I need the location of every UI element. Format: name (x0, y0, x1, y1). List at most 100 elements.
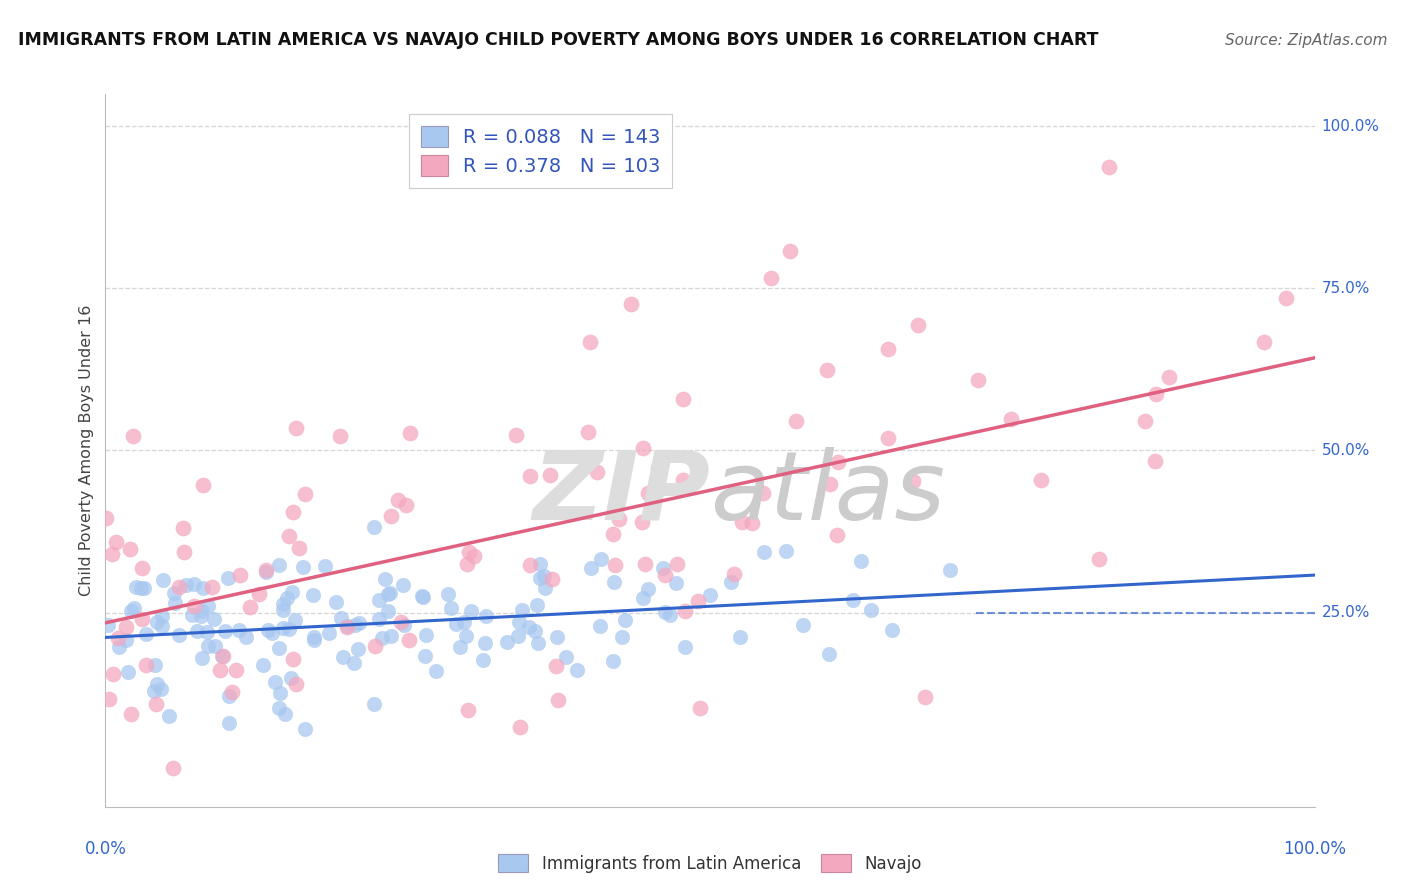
Point (637, 486, 659, 500)
Point (589, 618, 612, 632)
Point (415, 628, 437, 642)
Point (142, 684, 165, 698)
Point (377, 587, 399, 601)
Point (389, 615, 412, 630)
Point (267, 701, 290, 715)
Point (190, 604, 212, 618)
Point (117, 665, 139, 680)
Point (267, 640, 290, 655)
Point (394, 498, 416, 512)
Point (602, 654, 624, 668)
Point (281, 585, 304, 599)
Point (211, 648, 233, 663)
Point (967, 373, 990, 387)
Point (190, 609, 212, 624)
Point (149, 682, 172, 697)
Point (125, 580, 148, 594)
Point (510, 603, 533, 617)
Point (374, 573, 396, 587)
Point (547, 692, 569, 706)
Point (211, 649, 233, 664)
Point (239, 600, 262, 615)
Point (163, 596, 186, 610)
Point (654, 605, 676, 619)
Point (329, 429, 352, 443)
Point (122, 429, 145, 443)
Point (162, 761, 184, 775)
Point (859, 603, 882, 617)
Point (1133, 414, 1156, 428)
Point (602, 526, 624, 541)
Point (252, 657, 274, 672)
Point (120, 604, 142, 618)
Point (620, 297, 643, 311)
Point (387, 492, 409, 507)
Point (1144, 387, 1167, 401)
Point (689, 701, 711, 715)
Point (842, 593, 865, 607)
Point (398, 632, 420, 647)
Point (218, 716, 240, 731)
Point (637, 582, 659, 596)
Point (820, 477, 842, 491)
Point (97, 617, 120, 632)
Point (150, 619, 173, 633)
Point (172, 521, 194, 535)
Point (437, 587, 460, 601)
Point (274, 706, 297, 721)
Point (775, 543, 797, 558)
Point (152, 573, 174, 587)
Point (347, 616, 370, 631)
Point (541, 572, 564, 586)
Point (336, 619, 359, 633)
Point (271, 603, 294, 617)
Point (759, 271, 782, 285)
Point (294, 722, 316, 736)
Point (463, 549, 485, 564)
Text: Source: ZipAtlas.com: Source: ZipAtlas.com (1225, 33, 1388, 47)
Point (221, 685, 243, 699)
Point (254, 563, 277, 577)
Point (254, 565, 277, 579)
Point (371, 631, 394, 645)
Point (474, 636, 496, 650)
Point (278, 622, 301, 636)
Point (277, 529, 299, 543)
Point (273, 621, 295, 635)
Text: atlas: atlas (710, 447, 945, 540)
Point (672, 392, 695, 406)
Point (1098, 160, 1121, 174)
Point (413, 649, 436, 664)
Point (779, 244, 801, 258)
Point (269, 686, 291, 700)
Point (294, 487, 316, 501)
Point (686, 594, 709, 608)
Point (260, 626, 283, 640)
Point (225, 663, 247, 677)
Point (1144, 454, 1167, 468)
Point (444, 617, 467, 632)
Point (654, 567, 676, 582)
Point (827, 455, 849, 469)
Point (267, 558, 290, 573)
Point (399, 425, 422, 440)
Point (456, 557, 478, 571)
Point (120, 541, 142, 556)
Point (197, 599, 219, 614)
Text: 75.0%: 75.0% (1322, 281, 1369, 296)
Point (505, 427, 527, 442)
Point (186, 624, 208, 638)
Point (145, 697, 167, 711)
Point (96, 511, 118, 525)
Point (183, 599, 205, 613)
Point (603, 558, 626, 573)
Point (508, 615, 530, 629)
Point (281, 505, 304, 519)
Point (217, 571, 239, 585)
Point (124, 601, 146, 615)
Text: 100.0%: 100.0% (1322, 119, 1379, 134)
Point (631, 441, 654, 455)
Point (209, 663, 232, 677)
Point (183, 577, 205, 591)
Text: 50.0%: 50.0% (1322, 443, 1369, 458)
